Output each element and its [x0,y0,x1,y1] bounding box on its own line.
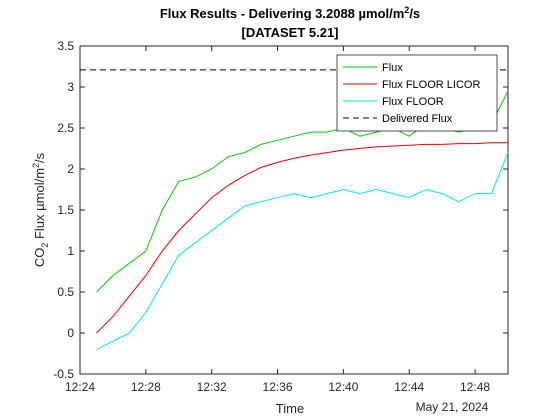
legend-label-3: Delivered Flux [382,113,453,125]
y-tick-label-4: 1.5 [57,203,74,217]
chart-title: Flux Results - Delivering 3.2088 µmol/m2… [160,5,420,21]
chart-subtitle: [DATASET 5.21] [241,25,338,40]
y-tick-label-0: -0.5 [53,367,74,381]
series-line-1 [96,142,508,334]
y-label-end: /s [32,152,47,163]
date-label: May 21, 2024 [416,400,489,414]
y-label-co: CO [32,248,47,268]
x-tick-label-4: 12:40 [328,380,358,394]
chart-title-sup: 2 [404,5,409,15]
x-axis-label: Time [276,401,304,416]
y-tick-label-5: 2 [67,162,74,176]
x-tick-label-1: 12:28 [131,380,161,394]
y-tick-label-6: 2.5 [57,121,74,135]
x-tick-label-6: 12:48 [460,380,490,394]
y-label-sub: 2 [40,243,50,248]
legend-label-2: Flux FLOOR [382,96,444,108]
x-tick-label-2: 12:32 [197,380,227,394]
y-tick-label-1: 0 [67,326,74,340]
x-tick-label-0: 12:24 [65,380,95,394]
x-tick-label-3: 12:36 [263,380,293,394]
series-line-2 [96,152,509,350]
y-axis-label: CO2 Flux µmol/m2/s [31,152,50,267]
legend: Flux Flux FLOOR LICOR Flux FLOOR Delivered … [336,54,498,132]
y-tick-label-3: 1 [67,244,74,258]
legend-label-1: Flux FLOOR LICOR [382,79,480,91]
x-tick-label-5: 12:44 [394,380,424,394]
legend-label-0: Flux [382,62,403,74]
chart-title-main: Flux Results - Delivering 3.2088 µmol/m [160,6,404,21]
y-tick-label-2: 0.5 [57,285,74,299]
chart-title-end: /s [409,6,420,21]
y-tick-label-8: 3.5 [57,39,74,53]
y-tick-label-7: 3 [67,80,74,94]
y-label-mid: Flux µmol/m [32,168,47,243]
plot-area: -0.5 0 0.5 1 1.5 2 2.5 3 3.5 12:24 12:28 12:32 12:36… [53,39,509,394]
y-label-sup: 2 [31,163,41,168]
